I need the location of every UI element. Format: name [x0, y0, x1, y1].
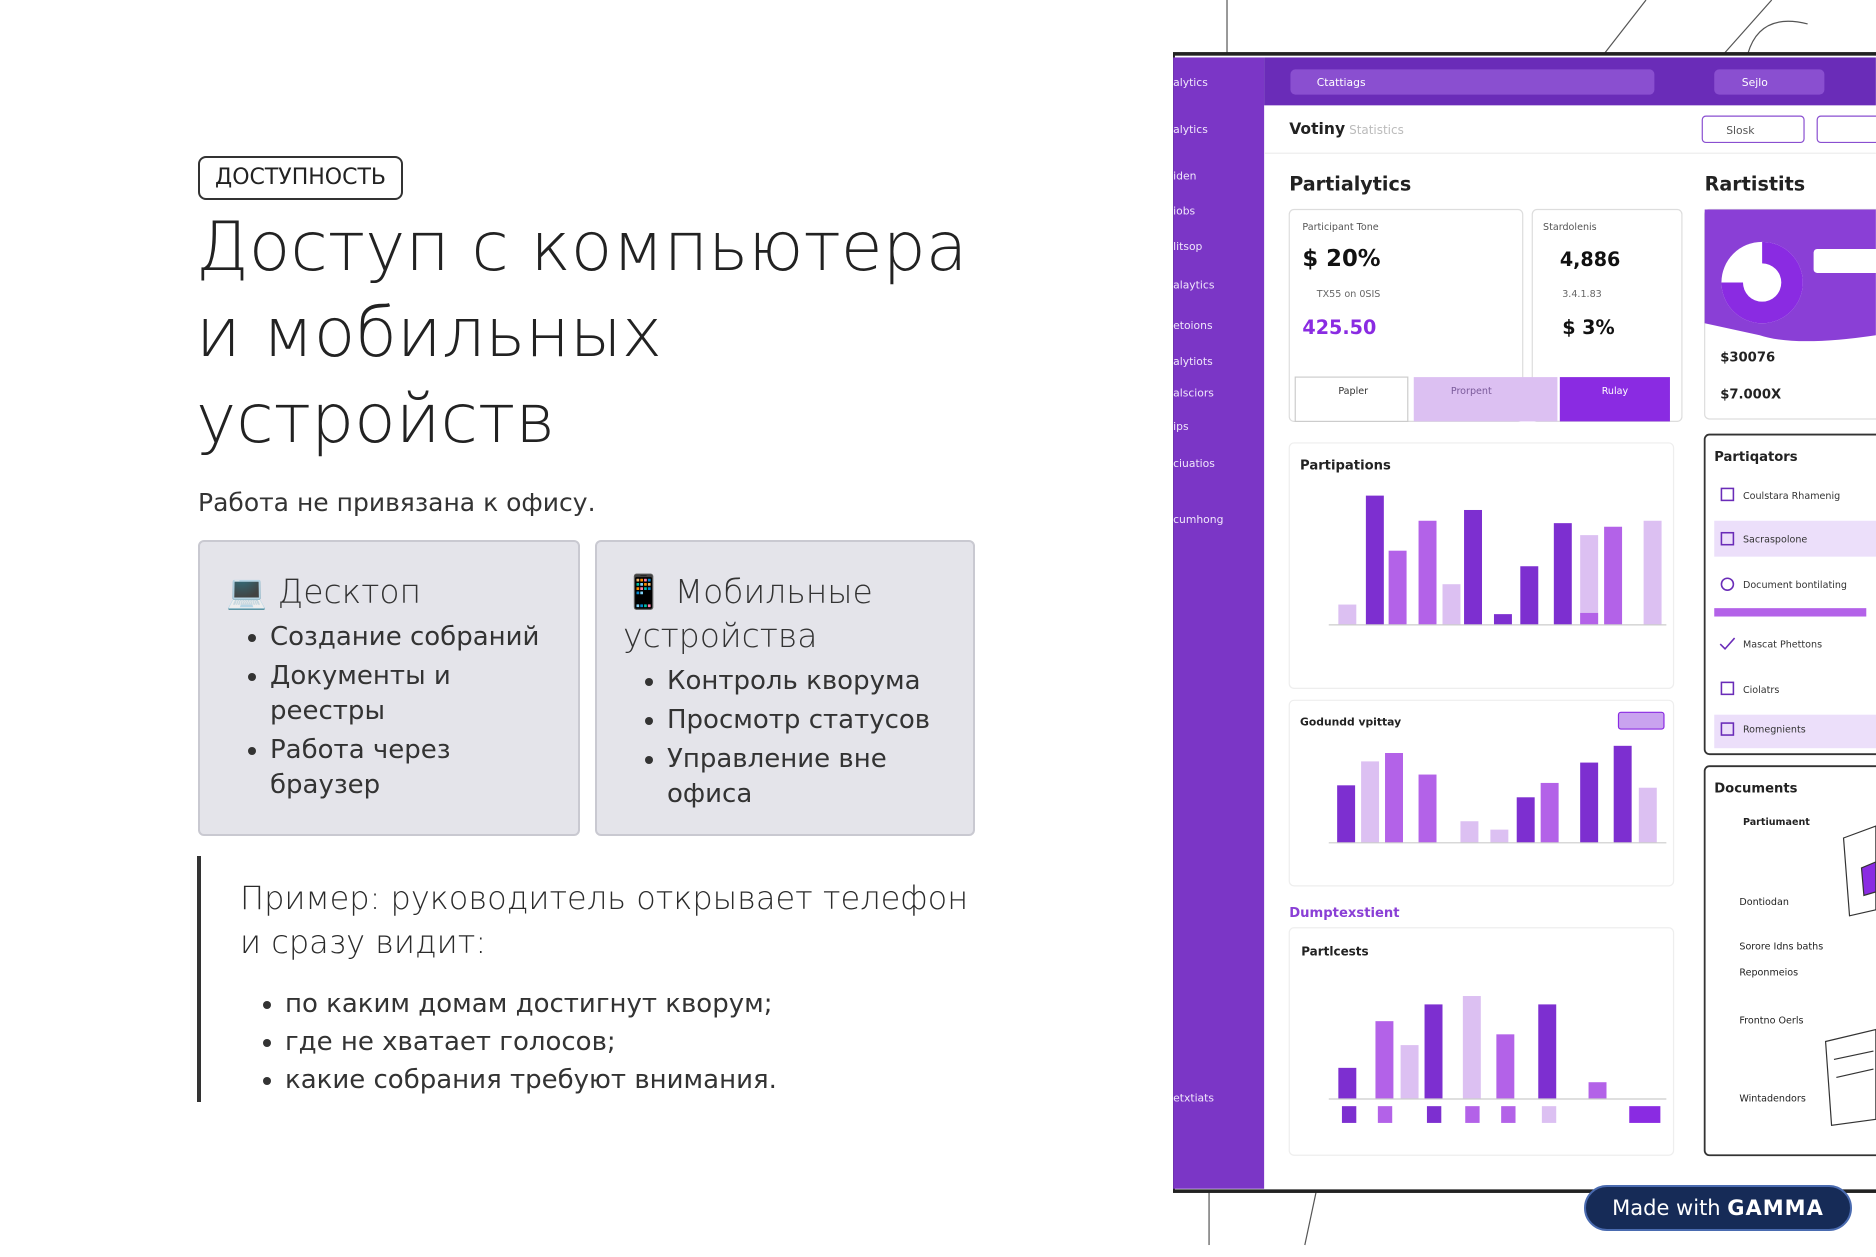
doc-item: Wintadendors: [1739, 1093, 1805, 1104]
subtitle: Работа не привязана к офису.: [198, 488, 596, 517]
panel-item: Ciolatrs: [1743, 685, 1779, 696]
sidebar-item: alaytics: [1173, 279, 1215, 292]
sidebar-item: alytics: [1173, 123, 1208, 136]
card-icon: 📱: [623, 572, 665, 611]
sidebar-item: alytics: [1173, 76, 1208, 89]
badge-brand: GAMMA: [1727, 1196, 1824, 1220]
card-item: Контроль кворума: [667, 664, 947, 699]
doc-item: Reponmeios: [1739, 968, 1798, 979]
card-item: Создание собраний: [270, 620, 552, 655]
doc-item: Frontno Oerls: [1739, 1016, 1803, 1027]
bars: [1338, 495, 1662, 625]
panel-item: Document bontilating: [1743, 580, 1847, 591]
kpi: 4,886: [1560, 248, 1621, 271]
tab: Votiny: [1289, 120, 1345, 138]
panel-item: Sacraspolone: [1743, 534, 1807, 545]
tag: ДОСТУПНОСТЬ: [198, 156, 404, 200]
kpi: 425.50: [1302, 316, 1376, 339]
sidebar-item: litsop: [1173, 240, 1202, 253]
card: 📱 Мобильные устройства Контроль кворума …: [595, 540, 975, 836]
right-value: $30076: [1720, 351, 1775, 366]
title-line: устройств: [196, 380, 556, 459]
doc-item: Sorore Idns baths: [1739, 941, 1823, 952]
dashboard-illustration: Ctattiags Sejlo alytics alytics iden iob…: [1173, 0, 1876, 1246]
sidebar-item: ciuatios: [1173, 457, 1215, 470]
right-value: $7.000X: [1720, 388, 1781, 403]
segment: Rulay: [1602, 386, 1629, 397]
doc-item: Dontiodan: [1739, 897, 1789, 908]
panel-item: Mascat Phettons: [1743, 640, 1822, 651]
example-list: по каким домам достигнут кворум; где не …: [240, 985, 777, 1099]
tab: Statistics: [1349, 123, 1404, 137]
sidebar-item: etoions: [1173, 319, 1213, 332]
example-item: по каким домам достигнут кворум;: [285, 985, 777, 1023]
search-text: Sejlo: [1742, 76, 1768, 89]
card-item: Просмотр статусов: [667, 703, 947, 738]
segment: Prorpent: [1451, 386, 1492, 397]
sidebar: alytics alytics iden iobs litsop alaytic…: [1173, 76, 1223, 1104]
chart-title: Dumptexstient: [1289, 906, 1399, 921]
card-item: Работа через браузер: [270, 733, 552, 803]
panel-item: Coulstara Rhamenig: [1743, 491, 1840, 502]
panel-item: Romegnients: [1743, 725, 1806, 736]
card-item: Документы и реестры: [270, 659, 552, 729]
kpi-label: TX55 on 0SIS: [1316, 289, 1381, 300]
example-text: Пример: руководитель открывает телефон и…: [240, 879, 969, 961]
sidebar-item: iobs: [1173, 204, 1195, 217]
sidebar-item: iden: [1173, 170, 1196, 183]
chart-title: Partipations: [1300, 458, 1391, 473]
segment: Papler: [1338, 386, 1368, 397]
sidebar-item: cumhong: [1173, 513, 1223, 526]
bars: [1338, 996, 1661, 1123]
kpi: $ 20%: [1302, 246, 1380, 272]
sidebar-item: alsciors: [1173, 386, 1214, 399]
card-list: Создание собраний Документы и реестры Ра…: [226, 620, 552, 803]
card-title: 💻 Десктоп: [226, 570, 552, 614]
badge-prefix: Made with: [1612, 1196, 1721, 1220]
card-icon: 💻: [226, 572, 268, 611]
kpi: $ 3%: [1562, 316, 1614, 339]
example-item: где не хватает голосов;: [285, 1023, 777, 1061]
kpi-label: 3.4.1.83: [1562, 289, 1602, 300]
panel-title: Partiqators: [1714, 450, 1798, 465]
sidebar-item: etxtiats: [1173, 1091, 1214, 1104]
card-list: Контроль кворума Просмотр статусов Управ…: [623, 664, 947, 812]
kpi-label: Participant Tone: [1302, 222, 1378, 233]
title-line: Доступ с компьютера: [196, 208, 968, 287]
card-title-text: Мобильные устройства: [623, 572, 873, 655]
card: 💻 Десктоп Создание собраний Документы и …: [198, 540, 580, 836]
bars: [1337, 745, 1657, 843]
heading: Rartistits: [1705, 172, 1805, 195]
chart-title: Godundd vpittay: [1300, 715, 1401, 728]
sidebar-item: alytiots: [1173, 355, 1213, 368]
chart-title: Partlcests: [1301, 944, 1368, 958]
card-title: 📱 Мобильные устройства: [623, 570, 947, 658]
sidebar-item: ips: [1173, 420, 1189, 433]
example-item: какие собрания требуют внимания.: [285, 1061, 777, 1099]
doc-item: Partiumaent: [1743, 817, 1810, 828]
title-line: и мобильных: [196, 294, 662, 373]
gamma-badge[interactable]: Made with GAMMA: [1584, 1185, 1852, 1231]
panel-title: Documents: [1714, 782, 1797, 797]
heading: Partialytics: [1289, 172, 1411, 195]
quote-bar: [197, 856, 201, 1102]
title: Доступ с компьютера и мобильных устройст…: [196, 205, 967, 463]
card-title-text: Десктоп: [277, 572, 422, 611]
filter: Slosk: [1726, 124, 1755, 137]
search-text: Ctattiags: [1317, 76, 1366, 89]
kpi-label: Stardolenis: [1543, 222, 1597, 233]
card-item: Управление вне офиса: [667, 742, 947, 812]
